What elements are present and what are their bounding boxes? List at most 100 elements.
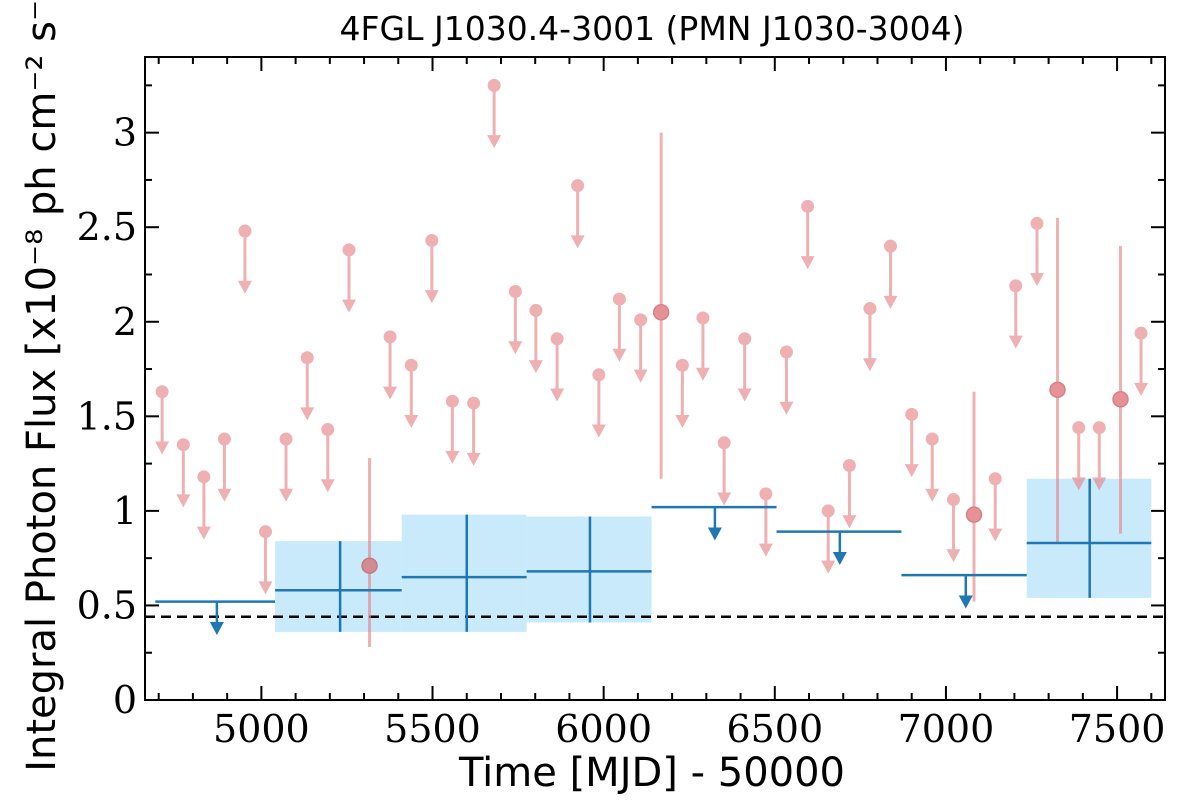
- fine-upper-limit: [1071, 421, 1086, 491]
- fine-upper-limit-point: [300, 351, 314, 365]
- fine-upper-limit-arrowhead: [675, 414, 690, 428]
- y-axis-label: Integral Photon Flux [x10⁻⁸ ph cm⁻² s⁻¹]: [19, 0, 65, 772]
- fine-upper-limit-point: [883, 239, 897, 253]
- fine-upper-limit: [1134, 326, 1149, 396]
- fine-upper-limit-arrowhead: [925, 488, 940, 502]
- fine-upper-limit-arrowhead: [591, 424, 606, 438]
- fine-upper-limit-arrowhead: [1092, 477, 1107, 491]
- coarse-upper-limit: [651, 505, 777, 541]
- fine-upper-limit-arrowhead: [904, 464, 919, 478]
- fine-upper-limit: [550, 332, 565, 402]
- coarse-upper-limit-arrowhead: [832, 552, 847, 566]
- fine-upper-limit-arrowhead: [842, 515, 857, 529]
- fine-upper-limit: [800, 199, 815, 270]
- fine-upper-limit-point: [696, 311, 710, 325]
- fine-upper-limit: [342, 243, 356, 313]
- fine-upper-limit-point: [1072, 421, 1086, 435]
- fine-detection-point: [652, 304, 670, 321]
- fine-upper-limit-point: [759, 487, 773, 501]
- fine-upper-limit-arrowhead: [988, 528, 1003, 542]
- fine-upper-limit-arrowhead: [570, 235, 585, 249]
- fine-upper-limit-arrowhead: [424, 290, 439, 304]
- fine-upper-limit-arrowhead: [155, 441, 170, 455]
- x-tick-label: 5000: [213, 707, 310, 751]
- fine-upper-limit-arrowhead: [758, 543, 773, 557]
- fine-upper-limit-point: [1030, 216, 1044, 230]
- fine-upper-limit: [758, 487, 773, 557]
- fine-upper-limit: [300, 351, 315, 421]
- chart-title: 4FGL J1030.4-3001 (PMN J1030-3004): [340, 9, 965, 48]
- fine-upper-limit-point: [425, 233, 439, 247]
- fine-upper-limit-point: [176, 438, 190, 452]
- fine-detection: [965, 391, 983, 602]
- fine-upper-limit-arrowhead: [1071, 477, 1086, 491]
- fine-upper-limit-point: [717, 436, 731, 450]
- coarse-upper-limit: [776, 530, 902, 566]
- fine-upper-limit: [508, 285, 523, 355]
- fine-upper-limit-point: [571, 179, 585, 193]
- fine-detection: [361, 457, 378, 648]
- fine-upper-limit-arrowhead: [946, 549, 961, 563]
- fine-upper-limit-point: [529, 303, 543, 317]
- fine-upper-limit-arrowhead: [445, 450, 460, 464]
- fine-upper-limit-arrowhead: [550, 388, 565, 402]
- fine-detection-point: [1049, 381, 1066, 399]
- fine-upper-limit-point: [321, 423, 335, 437]
- coarse-uncertainty-band: [401, 514, 527, 632]
- fine-upper-limit-point: [258, 525, 272, 539]
- fine-detection: [1112, 246, 1129, 534]
- fine-upper-limit-arrowhead: [1134, 382, 1149, 396]
- fine-upper-limit: [779, 345, 794, 415]
- fine-upper-limit-point: [197, 470, 211, 484]
- y-tick-label: 1: [113, 489, 137, 533]
- fine-upper-limit-point: [217, 432, 231, 446]
- coarse-upper-limit-arrowhead: [209, 622, 224, 636]
- fine-upper-limit-arrowhead: [237, 280, 252, 294]
- fine-upper-limit-point: [738, 332, 752, 346]
- fine-upper-limit-arrowhead: [217, 488, 232, 502]
- fine-upper-limit: [383, 330, 398, 400]
- fine-upper-limit: [217, 432, 232, 502]
- fine-upper-limit: [1029, 216, 1044, 287]
- fine-upper-limit-point: [404, 358, 418, 372]
- fine-upper-limit-point: [1134, 326, 1148, 340]
- fine-upper-limit-point: [467, 396, 481, 410]
- fine-upper-limit-point: [487, 78, 501, 92]
- fine-upper-limit-arrowhead: [779, 401, 794, 415]
- coarse-detection: [275, 541, 402, 632]
- fine-upper-limit-point: [821, 504, 835, 518]
- fine-upper-limit: [466, 396, 481, 466]
- fine-upper-limit: [695, 311, 710, 381]
- fine-detection: [652, 132, 670, 479]
- x-axis-label: Time [MJD] - 50000: [458, 750, 845, 796]
- fine-upper-limit-point: [779, 345, 793, 359]
- fine-upper-limit-point: [863, 302, 877, 316]
- fine-upper-limit-arrowhead: [404, 414, 419, 428]
- fine-upper-limit: [528, 303, 543, 374]
- x-tick-label: 7500: [1069, 707, 1166, 751]
- fine-upper-limit-arrowhead: [821, 560, 836, 574]
- fine-upper-limit-point: [801, 199, 815, 213]
- fine-upper-limit: [946, 493, 961, 563]
- fine-upper-limit: [883, 239, 898, 309]
- fine-upper-limit-arrowhead: [1008, 335, 1023, 349]
- coarse-upper-limit-arrowhead: [958, 595, 973, 609]
- fine-upper-limit-point: [238, 224, 252, 238]
- fine-upper-limit-arrowhead: [612, 348, 627, 362]
- fine-upper-limit: [842, 458, 857, 529]
- fine-upper-limit: [862, 302, 877, 372]
- y-tick-label: 0: [113, 678, 137, 722]
- x-tick-label: 6000: [555, 707, 652, 751]
- fine-upper-limit-arrowhead: [883, 295, 898, 309]
- plot-area: 5000 5500 6000 6500 7000 7500 0 0.5 1 1.5 2 2.5 3: [77, 56, 1166, 751]
- fine-upper-limit-arrowhead: [320, 479, 335, 493]
- fine-upper-limit: [675, 358, 690, 428]
- fine-upper-limit: [591, 368, 606, 438]
- y-tick-label: 0.5: [77, 583, 137, 627]
- coarse-detection: [526, 516, 652, 623]
- fine-upper-limit-arrowhead: [258, 581, 273, 595]
- fine-upper-limit-point: [550, 332, 564, 346]
- fine-upper-limit-arrowhead: [528, 360, 543, 374]
- fine-upper-limit-arrowhead: [633, 369, 648, 383]
- fine-upper-limit-point: [634, 313, 648, 327]
